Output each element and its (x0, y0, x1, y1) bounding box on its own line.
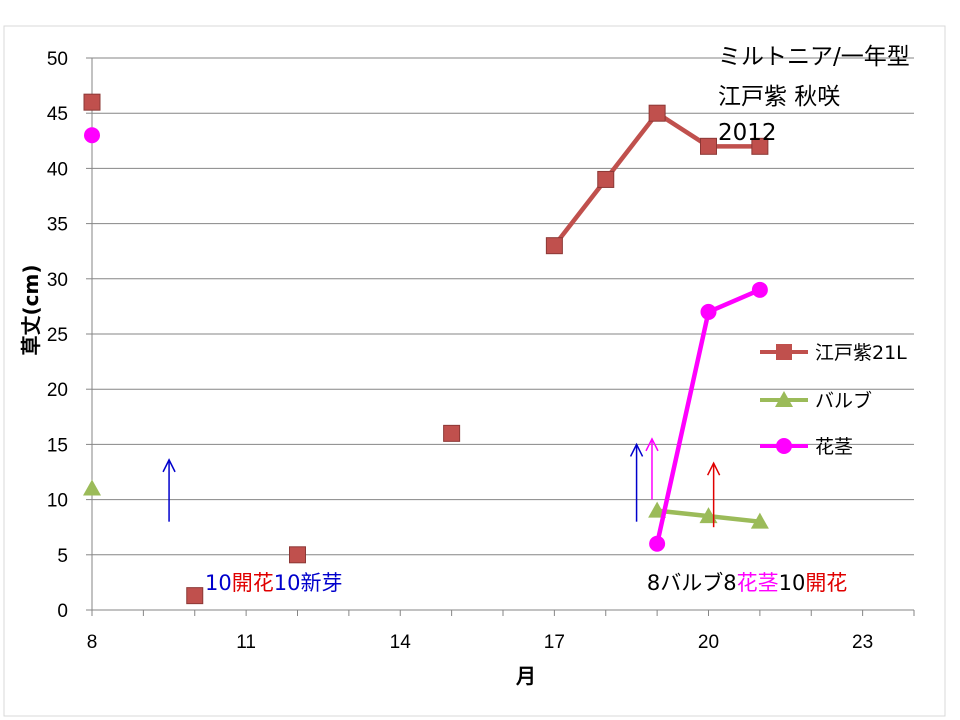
annotation-part: 10 (205, 571, 232, 595)
y-tick-label: 35 (47, 215, 68, 236)
data-point-edomurasaki (443, 424, 461, 442)
x-tick-label: 20 (698, 632, 719, 653)
y-axis-title: 草丈(cm) (19, 265, 43, 356)
data-point-flower-stalk (700, 303, 717, 320)
annotations-layer: 10開花10新芽 8バルブ8花茎10開花 (205, 571, 847, 595)
legend-label-flower-stalk: 花茎 (815, 436, 853, 458)
series-flower-stalk (84, 127, 768, 552)
data-point-edomurasaki (83, 93, 101, 111)
gridlines (86, 57, 915, 616)
y-tick-label: 50 (47, 49, 68, 70)
arrow-head (706, 461, 721, 476)
up-arrow (706, 461, 721, 528)
y-tick-label: 0 (57, 601, 68, 622)
annotation-part: 10新芽 (274, 571, 343, 595)
legend-label-bulb: バルブ (815, 389, 872, 412)
annotation-part: 開花 (805, 571, 847, 595)
data-point-bulb (83, 479, 101, 496)
x-tick-label: 23 (852, 632, 873, 653)
legend: 江戸紫21L バルブ 花茎 (760, 342, 907, 458)
legend-label-edomurasaki: 江戸紫21L (815, 342, 907, 364)
data-point-edomurasaki (545, 237, 563, 255)
arrow-head (162, 458, 176, 473)
y-tick-label: 5 (57, 546, 68, 567)
data-point-flower-stalk (649, 535, 666, 552)
data-point-flower-stalk (751, 281, 768, 298)
annotation-part: 10 (779, 571, 806, 595)
x-tick-label: 14 (390, 632, 412, 653)
series-edomurasaki (83, 93, 769, 605)
data-point-edomurasaki (289, 546, 306, 564)
x-axis-title: 月 (515, 664, 536, 688)
arrows-layer (162, 437, 721, 528)
annotation-part: 8バルブ8 (647, 571, 737, 595)
annotation-text: 8バルブ8花茎10開花 (647, 571, 847, 595)
y-tick-label: 20 (47, 380, 68, 401)
x-tick-label: 8 (87, 632, 98, 653)
arrow-head (629, 442, 644, 457)
data-point-flower-stalk (84, 127, 100, 144)
data-point-edomurasaki (751, 137, 769, 155)
chart-area (3, 25, 946, 717)
y-tick-label: 25 (47, 325, 68, 346)
chart-title-line-3: 2012 (718, 120, 777, 146)
y-tick-label: 30 (47, 270, 68, 291)
legend-item-bulb: バルブ (760, 389, 872, 412)
y-tick-label: 40 (47, 159, 68, 180)
data-point-edomurasaki (648, 104, 666, 122)
legend-item-flower-stalk: 花茎 (760, 436, 853, 458)
legend-marker-square (776, 344, 792, 360)
up-arrow (162, 458, 176, 522)
legend-marker-circle (776, 438, 792, 454)
legend-item-edomurasaki: 江戸紫21L (760, 342, 907, 364)
x-tick-label: 11 (236, 632, 256, 653)
data-point-bulb (750, 512, 769, 529)
annotation-part: 花茎 (737, 571, 779, 595)
annotation-text: 10開花10新芽 (205, 571, 342, 595)
series-layer (83, 93, 769, 605)
y-tick-label: 45 (47, 104, 68, 125)
arrow-head (645, 437, 659, 452)
y-axis-ticks: 0 5 10 15 20 25 30 35 40 45 50 (47, 49, 68, 622)
up-arrow (645, 437, 659, 500)
data-point-edomurasaki (700, 137, 717, 155)
data-point-edomurasaki (186, 587, 204, 605)
y-tick-label: 15 (47, 435, 68, 456)
x-axis-ticks: 8 11 14 17 20 23 (87, 632, 873, 653)
legend-marker-triangle (775, 391, 793, 407)
data-point-edomurasaki (597, 170, 615, 188)
chart-title-line-2: 江戸紫 秋咲 (718, 84, 840, 110)
chart-title-line-1: ミルトニア/一年型 (718, 44, 910, 70)
x-tick-label: 17 (544, 632, 565, 653)
up-arrow (629, 442, 644, 522)
y-tick-label: 10 (47, 491, 68, 512)
annotation-part: 開花 (232, 571, 274, 595)
